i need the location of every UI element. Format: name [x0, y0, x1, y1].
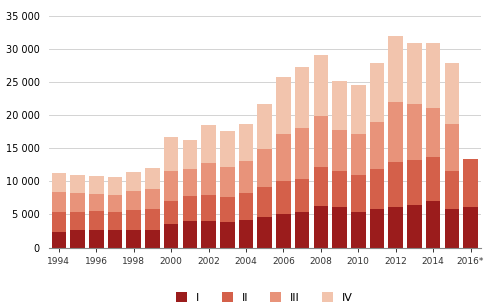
Bar — [89, 230, 104, 248]
Bar — [164, 201, 178, 224]
Bar — [295, 67, 309, 128]
Bar — [407, 205, 422, 248]
Bar — [388, 102, 403, 162]
Bar — [444, 171, 459, 208]
Bar — [89, 194, 104, 211]
Bar — [108, 194, 122, 213]
Bar — [126, 230, 141, 248]
Bar — [332, 81, 347, 130]
Bar — [444, 208, 459, 248]
Bar — [426, 157, 440, 201]
Bar — [108, 230, 122, 248]
Bar — [314, 206, 328, 248]
Bar — [145, 168, 160, 189]
Legend: I, II, III, IV: I, II, III, IV — [176, 292, 353, 302]
Bar — [388, 36, 403, 102]
Bar — [126, 191, 141, 210]
Bar — [444, 63, 459, 124]
Bar — [388, 162, 403, 207]
Bar — [220, 131, 235, 167]
Bar — [351, 134, 366, 175]
Bar — [426, 43, 440, 108]
Bar — [239, 220, 253, 248]
Bar — [314, 116, 328, 167]
Bar — [295, 128, 309, 179]
Bar — [351, 175, 366, 213]
Bar — [257, 217, 272, 248]
Bar — [201, 194, 216, 221]
Bar — [52, 212, 66, 232]
Bar — [239, 193, 253, 220]
Bar — [351, 213, 366, 248]
Bar — [183, 221, 197, 248]
Bar — [463, 159, 478, 207]
Bar — [444, 124, 459, 171]
Bar — [70, 230, 85, 248]
Bar — [220, 167, 235, 197]
Bar — [52, 192, 66, 212]
Bar — [183, 140, 197, 169]
Bar — [295, 179, 309, 213]
Bar — [295, 213, 309, 248]
Bar — [220, 197, 235, 223]
Bar — [370, 122, 384, 169]
Bar — [463, 207, 478, 248]
Bar — [257, 149, 272, 187]
Bar — [257, 187, 272, 217]
Bar — [332, 171, 347, 207]
Bar — [276, 214, 291, 248]
Bar — [164, 137, 178, 171]
Bar — [257, 104, 272, 149]
Bar — [276, 76, 291, 134]
Bar — [370, 208, 384, 248]
Bar — [164, 224, 178, 248]
Bar — [220, 223, 235, 248]
Bar — [145, 189, 160, 209]
Bar — [145, 209, 160, 230]
Bar — [108, 213, 122, 230]
Bar — [145, 230, 160, 248]
Bar — [183, 169, 197, 196]
Bar — [276, 181, 291, 214]
Bar — [70, 213, 85, 230]
Bar — [388, 207, 403, 248]
Bar — [89, 176, 104, 194]
Bar — [164, 171, 178, 201]
Bar — [332, 207, 347, 248]
Bar — [426, 201, 440, 248]
Bar — [108, 177, 122, 194]
Bar — [407, 104, 422, 160]
Bar — [70, 175, 85, 193]
Bar — [370, 169, 384, 208]
Bar — [183, 196, 197, 221]
Bar — [314, 55, 328, 116]
Bar — [407, 43, 422, 104]
Bar — [426, 108, 440, 157]
Bar — [126, 172, 141, 191]
Bar — [52, 232, 66, 248]
Bar — [201, 163, 216, 194]
Bar — [89, 211, 104, 230]
Bar — [52, 173, 66, 192]
Bar — [407, 160, 422, 205]
Bar — [201, 221, 216, 248]
Bar — [332, 130, 347, 171]
Bar — [126, 210, 141, 230]
Bar — [70, 193, 85, 213]
Bar — [314, 167, 328, 206]
Bar — [351, 85, 366, 134]
Bar — [276, 134, 291, 181]
Bar — [201, 125, 216, 163]
Bar — [239, 161, 253, 193]
Bar — [370, 63, 384, 122]
Bar — [239, 124, 253, 161]
